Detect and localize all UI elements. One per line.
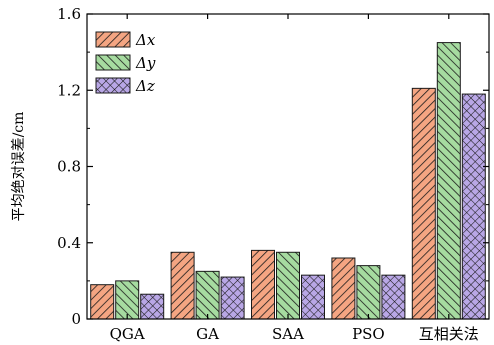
bar-orange-hatch-2	[251, 249, 275, 320]
x-tick-label: 互相关法	[419, 325, 479, 343]
legend-swatch-2	[95, 77, 131, 94]
bar-green-hatch-4	[436, 42, 461, 320]
bar-green-hatch-1	[195, 270, 220, 320]
x-tick-label: SAA	[272, 325, 304, 343]
bar-orange-hatch-4	[411, 87, 436, 320]
axes-layer: 0 0.4 0.8 1.2 1.6 QGA GA SAA PSO 互相关法 平均绝对误差/cm	[11, 5, 490, 343]
bar-purple-crosshatch-1	[220, 276, 245, 320]
y-tick-label: 0.8	[57, 158, 81, 176]
bar-orange-hatch-1	[170, 251, 195, 320]
legend-label-1: Δy	[135, 54, 156, 72]
bar-green-hatch-2	[276, 251, 300, 320]
bar-orange-hatch-0	[90, 284, 115, 320]
bar-purple-crosshatch-3	[381, 274, 406, 320]
x-tick-label: GA	[196, 325, 219, 343]
legend-label-2: Δz	[135, 77, 155, 95]
bar-purple-crosshatch-0	[140, 293, 165, 320]
bar-purple-crosshatch-2	[301, 274, 325, 320]
y-tick-label: 1.2	[57, 81, 81, 99]
legend-swatch-0	[95, 31, 131, 48]
bars-layer	[90, 42, 486, 320]
bar-green-hatch-0	[115, 280, 140, 320]
x-tick-label: PSO	[352, 325, 385, 343]
y-tick-label: 0.4	[57, 234, 81, 252]
legend-swatch-1	[95, 54, 131, 71]
y-axis-label: 平均绝对误差/cm	[11, 112, 27, 222]
legend: Δx Δy Δz	[95, 31, 156, 95]
y-tick-label: 1.6	[57, 5, 81, 23]
bar-green-hatch-3	[356, 265, 381, 320]
bar-orange-hatch-3	[331, 257, 356, 320]
legend-label-0: Δx	[135, 31, 156, 49]
bar-purple-crosshatch-4	[461, 93, 486, 320]
x-tick-label: QGA	[110, 325, 145, 343]
y-tick-label: 0	[71, 310, 81, 328]
